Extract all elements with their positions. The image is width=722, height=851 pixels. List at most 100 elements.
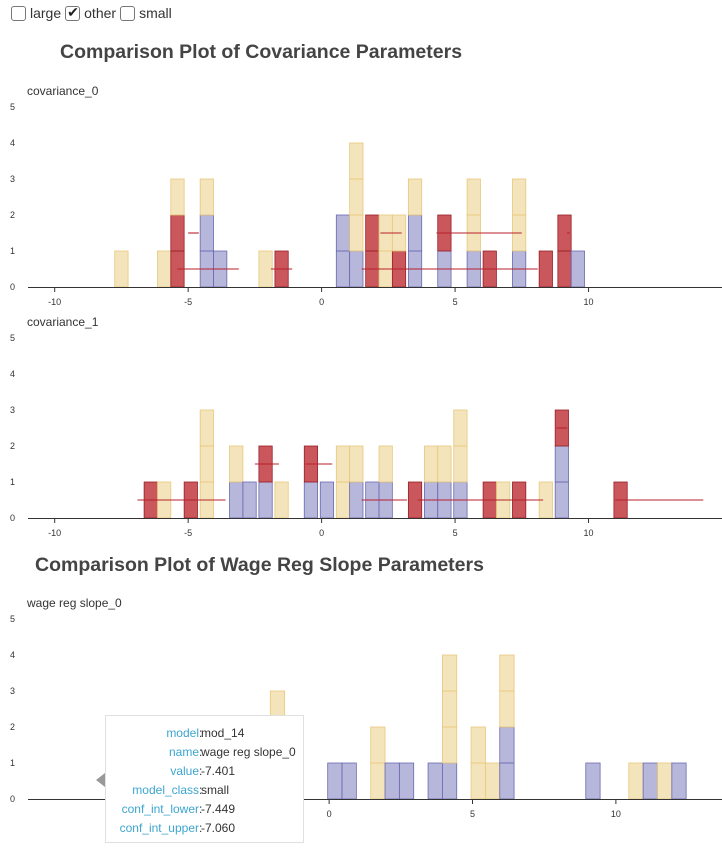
x-tick-label: -5 xyxy=(184,297,192,307)
tooltip-value: mod_14 xyxy=(201,726,245,740)
histogram-bar-other[interactable] xyxy=(319,481,335,519)
histogram-bar-small[interactable] xyxy=(258,250,273,288)
histogram-bar-other[interactable] xyxy=(199,214,214,252)
histogram-bar-other[interactable] xyxy=(258,481,273,519)
histogram-bar-small[interactable] xyxy=(335,445,351,483)
tooltip-row-conf-int-lower: conf_int_lower: -7.449 xyxy=(121,802,236,816)
histogram-bar-other[interactable] xyxy=(349,481,364,519)
histogram-bar-small[interactable] xyxy=(114,250,129,288)
histogram-bar-other[interactable] xyxy=(341,762,357,800)
histogram-covariance-0: 0 1 2 3 4 5 -10 -5 0 5 10 xyxy=(10,102,722,307)
histogram-bar-other[interactable] xyxy=(499,726,515,764)
histogram-bar-small[interactable] xyxy=(485,762,501,800)
histogram-bar-small[interactable] xyxy=(423,445,439,483)
x-tick-label: 0 xyxy=(319,297,324,307)
histogram-bar-large[interactable] xyxy=(170,214,185,252)
checkbox-other[interactable] xyxy=(65,4,81,21)
x-tick-label: 0 xyxy=(319,528,324,538)
histogram-bar-other[interactable] xyxy=(384,762,400,800)
histogram-bar-small[interactable] xyxy=(470,762,486,800)
histogram-bar-small[interactable] xyxy=(441,726,458,764)
x-tick-label: -10 xyxy=(48,297,61,307)
y-tick-label: 2 xyxy=(10,722,15,732)
histogram-bar-small[interactable] xyxy=(499,654,515,692)
histogram-bar-other[interactable] xyxy=(554,481,569,519)
x-tick-label: 0 xyxy=(327,809,332,819)
histogram-covariance-1: 0 1 2 3 4 5 -10 -5 0 5 10 xyxy=(10,333,722,538)
histogram-bar-other[interactable] xyxy=(335,214,351,252)
filter-small[interactable]: small xyxy=(120,5,172,21)
checkbox-small[interactable] xyxy=(120,5,136,21)
histogram-bar-small[interactable] xyxy=(628,762,644,800)
histogram-bar-other[interactable] xyxy=(671,762,687,800)
tooltip-row-value: value: -7.401 xyxy=(170,764,236,778)
y-tick-label: 4 xyxy=(10,369,15,379)
histogram-bar-small[interactable] xyxy=(199,178,214,216)
x-tick-label: 5 xyxy=(453,297,458,307)
histogram-bar-other[interactable] xyxy=(554,445,569,483)
histogram-bar-small[interactable] xyxy=(441,690,458,728)
histogram-bar-other[interactable] xyxy=(570,250,585,288)
histogram-bar-small[interactable] xyxy=(349,178,364,216)
histogram-bar-other[interactable] xyxy=(335,250,351,288)
histogram-bar-small[interactable] xyxy=(349,214,364,252)
y-tick-label: 3 xyxy=(10,174,15,184)
histogram-bar-small[interactable] xyxy=(199,445,214,483)
data-point-tooltip: model: mod_14 name: wage reg slope_0 val… xyxy=(96,715,304,843)
histogram-bar-other[interactable] xyxy=(229,481,244,519)
x-tick-label: -5 xyxy=(184,528,192,538)
histogram-bar-large[interactable] xyxy=(538,250,553,288)
histogram-bar-small[interactable] xyxy=(157,250,172,288)
tooltip-row-model-class: model_class: small xyxy=(132,783,230,797)
histogram-bar-small[interactable] xyxy=(199,409,214,447)
histogram-bar-other[interactable] xyxy=(349,250,364,288)
histogram-bar-small[interactable] xyxy=(170,178,185,216)
histogram-bar-small[interactable] xyxy=(349,142,364,180)
histogram-bar-large[interactable] xyxy=(557,250,572,288)
histogram-bar-large[interactable] xyxy=(557,214,572,252)
filter-other-label: other xyxy=(84,5,117,21)
histogram-bar-small[interactable] xyxy=(274,481,289,519)
x-tick-label: 5 xyxy=(453,528,458,538)
y-tick-label: 5 xyxy=(10,102,15,112)
section-title-wage-reg-slope: Comparison Plot of Wage Reg Slope Parame… xyxy=(35,554,484,576)
histogram-bar-small[interactable] xyxy=(470,726,486,764)
y-tick-label: 5 xyxy=(10,614,15,624)
histogram-bar-other[interactable] xyxy=(242,481,257,519)
y-tick-label: 1 xyxy=(10,246,15,256)
tooltip-key: model xyxy=(166,726,199,740)
histogram-bar-small[interactable] xyxy=(407,178,423,216)
histogram-bar-small[interactable] xyxy=(441,654,458,692)
histogram-bar-large[interactable] xyxy=(365,214,380,252)
histogram-bar-small[interactable] xyxy=(378,445,393,483)
tooltip-row-name: name: wage reg slope_0 xyxy=(168,745,296,759)
histogram-bar-other[interactable] xyxy=(327,762,343,800)
histogram-bar-small[interactable] xyxy=(453,445,468,483)
filter-large-label: large xyxy=(30,5,62,21)
filter-large[interactable]: large xyxy=(11,5,61,21)
histogram-bar-other[interactable] xyxy=(642,762,658,800)
plot-title-covariance-0: covariance_0 xyxy=(27,84,99,98)
histogram-bar-other[interactable] xyxy=(427,762,443,800)
histogram-bar-small[interactable] xyxy=(657,762,673,800)
histogram-bar-other[interactable] xyxy=(585,762,601,800)
histogram-bar-other[interactable] xyxy=(499,762,515,800)
filter-other[interactable]: other xyxy=(65,4,117,21)
histogram-bar-small[interactable] xyxy=(512,178,527,216)
y-tick-label: 0 xyxy=(10,794,15,804)
histogram-bar-small[interactable] xyxy=(437,445,452,483)
histogram-bar-other[interactable] xyxy=(407,214,423,252)
histogram-bar-small[interactable] xyxy=(466,178,481,216)
histogram-bar-small[interactable] xyxy=(229,445,244,483)
histogram-bar-small[interactable] xyxy=(453,409,468,447)
histogram-bar-small[interactable] xyxy=(335,481,351,519)
histogram-bar-small[interactable] xyxy=(349,445,364,483)
x-tick-label: -10 xyxy=(48,528,61,538)
checkbox-large[interactable] xyxy=(11,5,26,21)
histogram-bar-small[interactable] xyxy=(370,726,386,764)
histogram-bar-other[interactable] xyxy=(441,762,458,800)
histogram-bar-small[interactable] xyxy=(499,690,515,728)
histogram-bar-other[interactable] xyxy=(398,762,415,800)
histogram-bar-small[interactable] xyxy=(370,762,386,800)
histogram-bar-other[interactable] xyxy=(303,481,319,519)
